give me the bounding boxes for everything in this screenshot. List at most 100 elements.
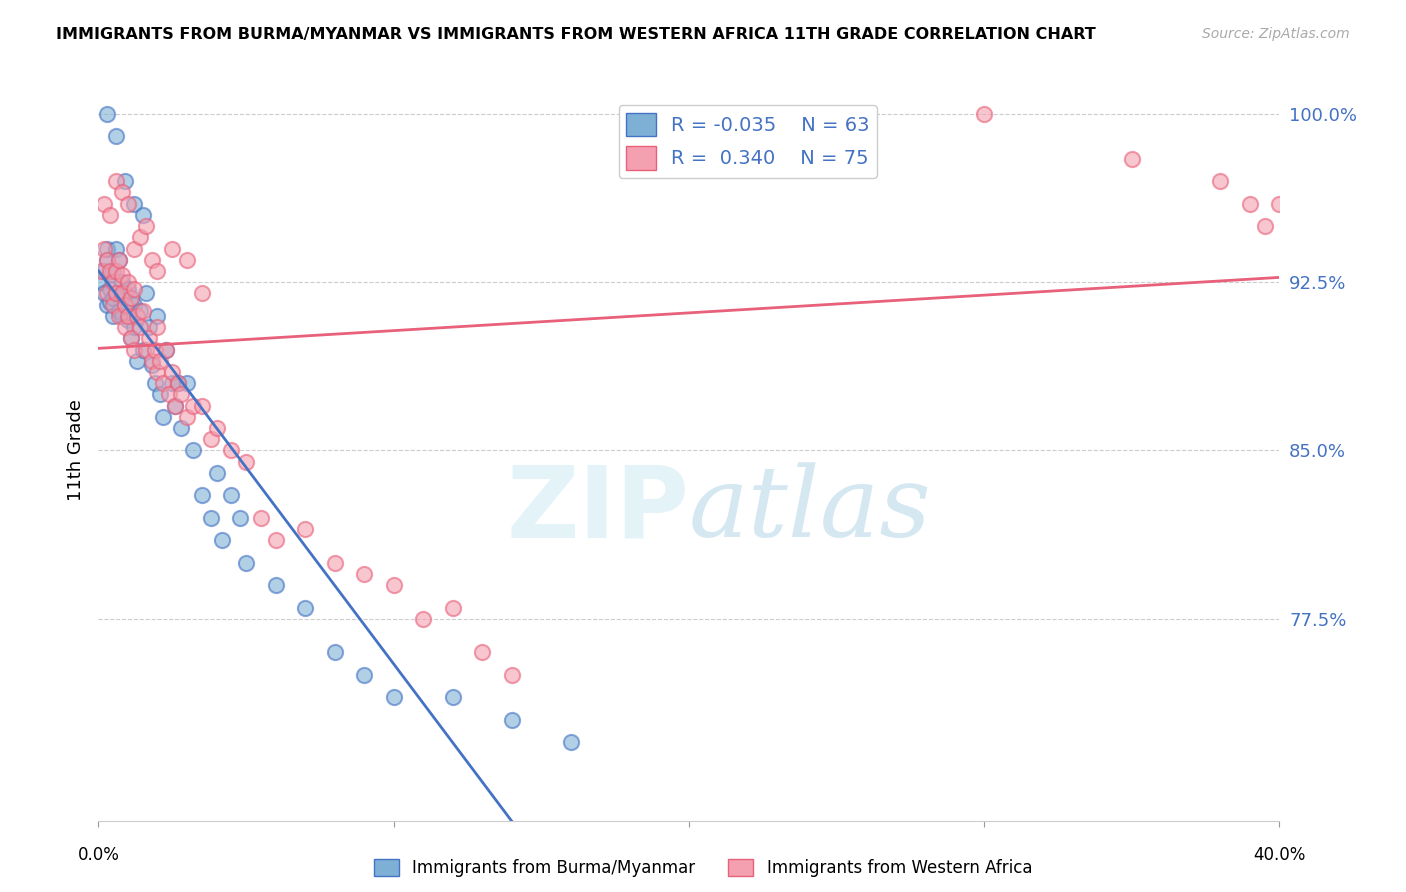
Point <box>162 376 183 391</box>
Point <box>98 295 121 310</box>
Point <box>96 242 118 256</box>
Point <box>191 286 214 301</box>
Text: 40.0%: 40.0% <box>1253 846 1306 863</box>
Y-axis label: 11th Grade: 11th Grade <box>66 400 84 501</box>
Point <box>1268 196 1291 211</box>
Point <box>221 443 243 458</box>
Point <box>146 320 169 334</box>
Point <box>125 309 148 323</box>
Point <box>98 282 121 296</box>
Point <box>93 242 115 256</box>
Point <box>1254 219 1277 233</box>
Point <box>103 291 125 305</box>
Point <box>235 455 257 469</box>
Point <box>167 376 190 391</box>
Point <box>152 409 174 424</box>
Point <box>111 186 134 200</box>
Point <box>114 298 136 312</box>
Point <box>235 556 257 570</box>
Point <box>98 268 121 283</box>
Point <box>200 432 222 446</box>
Point <box>143 343 166 357</box>
Point <box>108 304 131 318</box>
Point <box>560 735 582 749</box>
Point <box>111 286 134 301</box>
Point <box>149 353 172 368</box>
Point <box>141 252 163 267</box>
Point <box>162 242 183 256</box>
Point <box>128 320 150 334</box>
Point <box>108 252 131 267</box>
Point <box>294 522 316 536</box>
Point <box>441 690 464 705</box>
Point <box>1121 152 1143 166</box>
Point <box>146 264 169 278</box>
Point <box>170 387 193 401</box>
Point <box>135 286 157 301</box>
Point <box>105 242 128 256</box>
Text: ZIP: ZIP <box>506 461 689 558</box>
Point <box>114 320 136 334</box>
Point <box>93 264 115 278</box>
Point <box>103 298 125 312</box>
Legend: R = -0.035    N = 63, R =  0.340    N = 75: R = -0.035 N = 63, R = 0.340 N = 75 <box>619 104 877 178</box>
Point <box>170 421 193 435</box>
Point <box>141 353 163 368</box>
Point <box>294 600 316 615</box>
Point <box>250 510 273 524</box>
Point <box>105 264 128 278</box>
Point <box>155 343 177 357</box>
Point <box>264 578 287 592</box>
Point <box>114 174 136 188</box>
Point <box>132 304 155 318</box>
Text: Source: ZipAtlas.com: Source: ZipAtlas.com <box>1202 27 1350 41</box>
Point <box>135 219 157 233</box>
Point <box>167 376 190 391</box>
Point <box>128 230 150 244</box>
Point <box>105 129 128 144</box>
Point <box>132 343 155 357</box>
Point <box>120 331 142 345</box>
Point <box>165 399 187 413</box>
Point <box>181 399 204 413</box>
Point <box>146 309 169 323</box>
Point <box>117 275 139 289</box>
Point <box>117 196 139 211</box>
Point <box>205 421 228 435</box>
Point <box>471 645 494 659</box>
Point <box>111 268 134 283</box>
Point <box>221 488 243 502</box>
Point <box>135 343 157 357</box>
Point <box>973 107 995 121</box>
Point <box>412 612 434 626</box>
Point <box>114 286 136 301</box>
Point <box>132 208 155 222</box>
Point <box>1209 174 1232 188</box>
Point <box>323 645 346 659</box>
Point <box>90 275 112 289</box>
Point <box>125 353 148 368</box>
Point <box>96 298 118 312</box>
Point <box>146 365 169 379</box>
Point <box>93 196 115 211</box>
Point <box>111 275 134 289</box>
Point <box>122 282 145 296</box>
Point <box>825 107 848 121</box>
Point <box>90 264 112 278</box>
Point <box>93 286 115 301</box>
Point <box>323 556 346 570</box>
Point <box>165 399 187 413</box>
Point <box>96 252 118 267</box>
Point <box>205 466 228 480</box>
Point <box>120 331 142 345</box>
Point <box>353 668 375 682</box>
Point <box>149 387 172 401</box>
Point <box>122 196 145 211</box>
Point <box>211 533 233 548</box>
Legend: Immigrants from Burma/Myanmar, Immigrants from Western Africa: Immigrants from Burma/Myanmar, Immigrant… <box>367 852 1039 884</box>
Text: 0.0%: 0.0% <box>77 846 120 863</box>
Point <box>105 286 128 301</box>
Point <box>501 668 523 682</box>
Point <box>382 578 405 592</box>
Point <box>162 365 183 379</box>
